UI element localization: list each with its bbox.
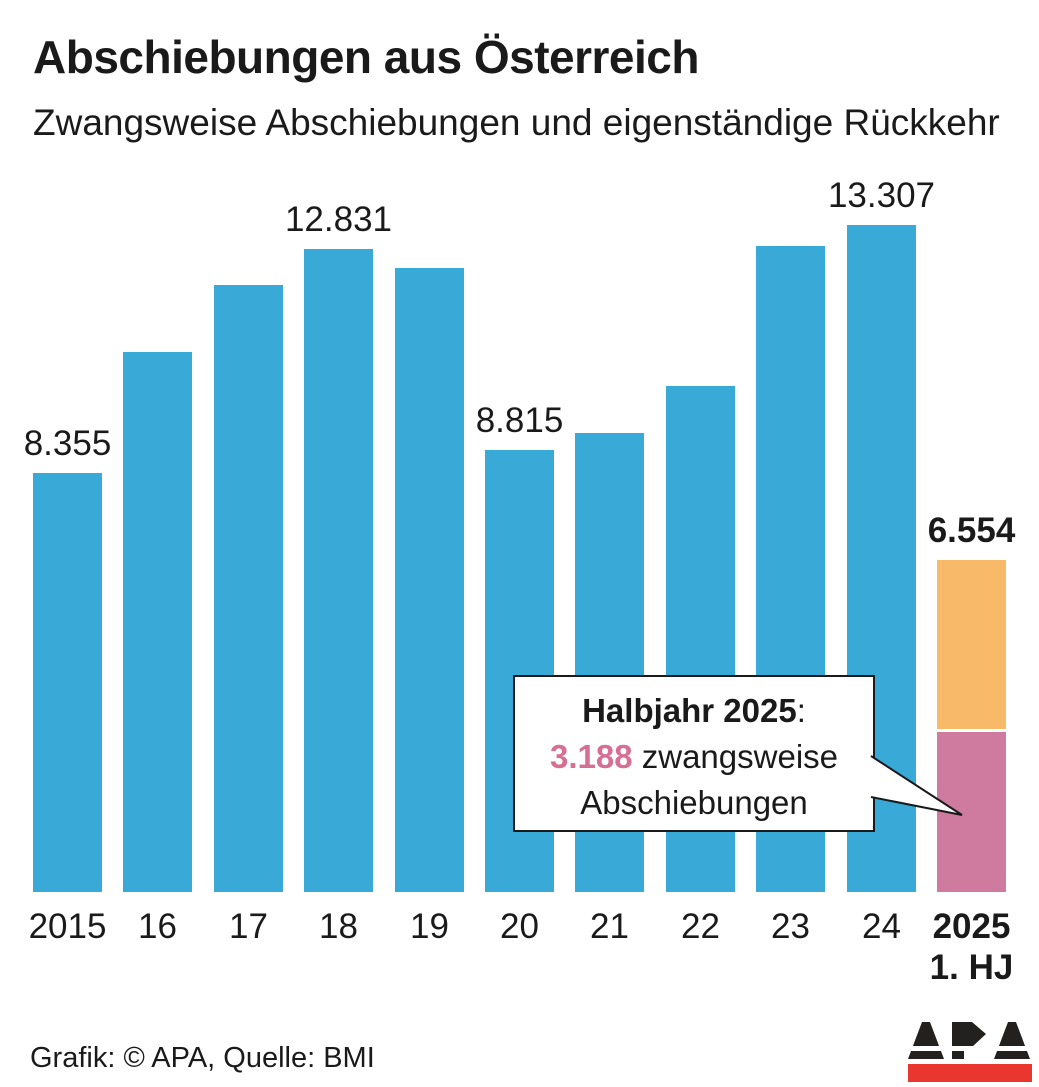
page-title: Abschiebungen aus Österreich bbox=[33, 31, 699, 83]
axis-label-21: 21 bbox=[590, 907, 629, 946]
bar-value-label-20: 8.815 bbox=[475, 401, 564, 440]
axis-label-22: 22 bbox=[681, 907, 720, 946]
apa-logo-icon bbox=[908, 1022, 1032, 1082]
axis-label-17: 17 bbox=[229, 907, 268, 946]
page-subtitle: Zwangsweise Abschiebungen und eigenständ… bbox=[33, 102, 1000, 143]
callout-title: Halbjahr 2025 bbox=[582, 692, 797, 729]
callout-line-3: Abschiebungen bbox=[580, 784, 808, 822]
bar-2015 bbox=[33, 473, 102, 892]
callout-colon: : bbox=[796, 692, 806, 729]
axis-label-16: 16 bbox=[138, 907, 177, 946]
bar-16 bbox=[123, 352, 192, 892]
bar-value-label-2025: 6.554 bbox=[927, 511, 1016, 550]
callout-tail-pointer bbox=[870, 755, 963, 816]
bar-value-label-18: 12.831 bbox=[284, 200, 393, 239]
source-credit: Grafik: © APA, Quelle: BMI bbox=[30, 1042, 375, 1074]
axis-label-18: 18 bbox=[319, 907, 358, 946]
axis-label-23: 23 bbox=[771, 907, 810, 946]
axis-label-2015: 2015 bbox=[28, 907, 107, 946]
callout-highlight-value: 3.188 bbox=[549, 738, 633, 776]
axis-label-20: 20 bbox=[500, 907, 539, 946]
bar-2025 bbox=[937, 560, 1006, 892]
bar-value-label-2015: 8.355 bbox=[23, 424, 112, 463]
axis-label-24: 24 bbox=[862, 907, 901, 946]
callout-line-2: 3.188 zwangsweise bbox=[515, 734, 873, 780]
callout-line-2-text: zwangsweise bbox=[632, 738, 839, 776]
callout-line-1: Halbjahr 2025: bbox=[515, 688, 873, 734]
bar-19 bbox=[395, 268, 464, 892]
bar-18 bbox=[304, 249, 373, 892]
bar-segment-eigenstndige bbox=[937, 560, 1006, 729]
bar-17 bbox=[214, 285, 283, 892]
apa-logo-red-bar bbox=[908, 1064, 1032, 1082]
bar-value-label-24: 13.307 bbox=[827, 176, 936, 215]
axis-label-2025: 2025 1. HJ bbox=[929, 907, 1014, 988]
callout-halbjahr-2025: Halbjahr 2025: 3.188 zwangsweise Abschie… bbox=[513, 675, 875, 832]
axis-label-19: 19 bbox=[410, 907, 449, 946]
